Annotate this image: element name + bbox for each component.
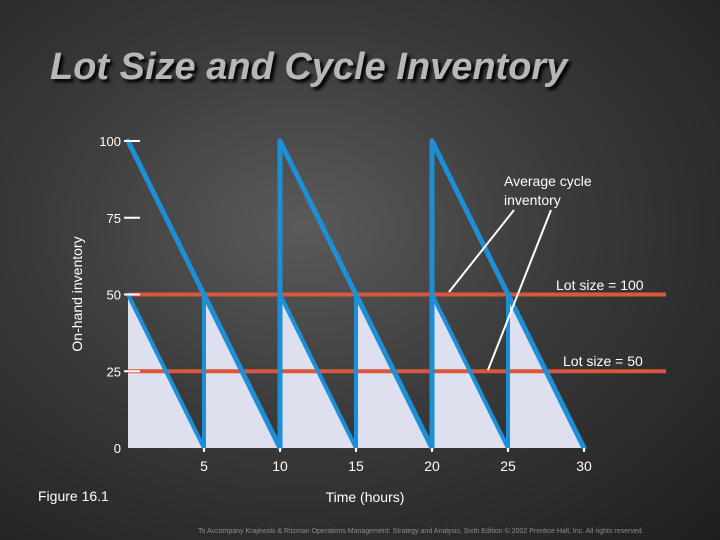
reference-line-label: Lot size = 100 — [556, 277, 644, 293]
lot-100-sawtooth-segment — [277, 138, 435, 451]
callout-text-line: inventory — [504, 192, 561, 208]
reference-line-label: Lot size = 50 — [563, 353, 643, 369]
x-axis-label: Time (hours) — [326, 489, 405, 505]
page-title: Lot Size and Cycle Inventory — [50, 46, 568, 88]
lot-50-sawtooth-segment — [126, 292, 206, 450]
lot-100-sawtooth-segment — [429, 138, 587, 451]
x-tick-label: 10 — [272, 458, 288, 474]
callout-pointer-line — [487, 209, 552, 371]
reference-line-layer — [128, 292, 666, 374]
axis-layer — [124, 140, 585, 452]
y-tick-label: 25 — [107, 364, 121, 379]
figure-label: Figure 16.1 — [38, 488, 109, 504]
y-tick-label: 75 — [107, 211, 121, 226]
copyright-footer: To Accompany Krajewski & Ritzman Operati… — [198, 528, 644, 535]
y-tick-label: 100 — [99, 134, 121, 149]
sawtooth-layer — [125, 138, 587, 451]
callout-pointer-line — [448, 209, 515, 293]
lot-100-sawtooth-segment — [125, 138, 283, 451]
x-tick-label: 15 — [348, 458, 364, 474]
callout-text-line: Average cycle — [504, 173, 592, 189]
x-tick-label: 30 — [576, 458, 592, 474]
y-tick-label: 0 — [114, 441, 121, 456]
y-tick-label: 50 — [107, 288, 121, 303]
x-tick-label: 5 — [200, 458, 208, 474]
y-axis-label: On-hand inventory — [69, 236, 85, 351]
lot-50-sawtooth-segment — [430, 292, 510, 450]
lot-50-sawtooth-segment — [278, 292, 358, 450]
label-layer: 0 25 50 75 100 5 10 15 20 25 30 On-hand inventory Ti… — [69, 134, 644, 505]
x-tick-label: 20 — [424, 458, 440, 474]
x-tick-label: 25 — [500, 458, 516, 474]
